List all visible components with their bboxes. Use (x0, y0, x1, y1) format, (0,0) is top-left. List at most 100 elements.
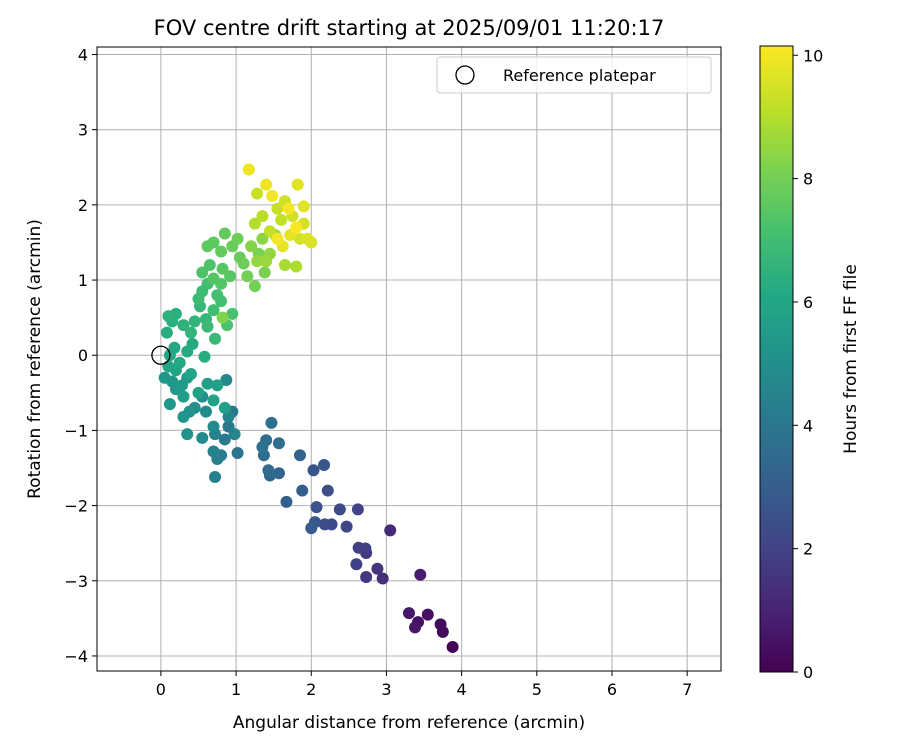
scatter-point (209, 332, 222, 345)
scatter-point (305, 236, 318, 249)
y-tick-label: −4 (64, 647, 88, 666)
y-axis-ticks: −4 −3 −2 −1 0 1 2 3 4 (64, 46, 97, 666)
scatter-point (163, 398, 176, 411)
scatter-point (177, 410, 190, 423)
scatter-point (409, 621, 422, 634)
scatter-point (293, 449, 306, 462)
scatter-point (220, 374, 233, 387)
scatter-point (282, 202, 295, 215)
scatter-point (275, 213, 288, 226)
scatter-point (305, 522, 318, 535)
scatter-point (290, 221, 303, 234)
scatter-point (198, 350, 211, 363)
scatter-point (350, 558, 363, 571)
scatter-point (260, 255, 273, 268)
x-tick-label: 4 (457, 680, 467, 699)
scatter-point (384, 524, 397, 537)
scatter-point (209, 471, 222, 484)
scatter-point (177, 390, 190, 403)
y-tick-label: 1 (78, 271, 88, 290)
scatter-point (196, 266, 209, 279)
scatter-point (218, 227, 231, 240)
scatter-point (296, 484, 309, 497)
scatter-point (352, 541, 365, 554)
scatter-point (245, 240, 258, 253)
reference-platepar-marker (151, 345, 171, 365)
scatter-point (251, 187, 264, 200)
x-tick-label: 2 (306, 680, 316, 699)
scatter-point (181, 428, 194, 441)
colorbar-tick-label: 10 (803, 46, 823, 65)
colorbar-tick-label: 2 (803, 540, 813, 559)
x-tick-label: 7 (682, 680, 692, 699)
scatter-point (248, 217, 261, 230)
scatter-point (203, 259, 216, 272)
scatter-point (201, 377, 214, 390)
scatter-point (403, 607, 415, 620)
scatter-point (271, 232, 284, 245)
scatter-point (231, 232, 244, 245)
scatter-point (265, 416, 278, 429)
scatter-point (256, 440, 269, 453)
scatter-point (318, 518, 331, 531)
scatter-point (272, 467, 285, 480)
x-axis-label: Angular distance from reference (arcmin) (233, 713, 585, 733)
scatter-points (158, 163, 459, 653)
scatter-point (360, 571, 373, 584)
scatter-point (307, 464, 320, 477)
y-tick-label: 2 (78, 196, 88, 215)
scatter-point (434, 618, 447, 631)
scatter-point (216, 311, 229, 324)
x-axis-ticks: 0 1 2 3 4 5 6 7 (156, 671, 692, 699)
scatter-point (177, 319, 190, 332)
x-tick-label: 6 (607, 680, 617, 699)
scatter-point (251, 255, 264, 268)
scatter-point (186, 337, 199, 350)
grid (97, 47, 721, 671)
scatter-point (376, 572, 389, 585)
scatter-point (224, 270, 237, 283)
scatter-point (201, 320, 214, 333)
legend: Reference platepar (436, 56, 712, 94)
colorbar: 0 2 4 6 8 10 Hours from first FF file (759, 45, 861, 682)
scatter-point (222, 410, 235, 423)
scatter-point (241, 270, 254, 283)
scatter-point (258, 266, 271, 279)
y-tick-label: −2 (64, 497, 88, 516)
scatter-point (237, 257, 250, 270)
scatter-point (256, 210, 269, 223)
scatter-point (421, 608, 434, 621)
x-tick-label: 0 (156, 680, 166, 699)
x-tick-label: 5 (532, 680, 542, 699)
legend-reference-marker (455, 65, 475, 85)
reference-marker-layer (151, 345, 171, 365)
scatter-point (207, 236, 220, 249)
scatter-point (215, 295, 228, 308)
scatter-point (216, 262, 229, 275)
scatter-point (280, 495, 293, 508)
scatter-point (414, 568, 427, 581)
scatter-point (351, 503, 364, 516)
scatter-point (162, 360, 175, 373)
scatter-point (290, 260, 303, 273)
colorbar-ticks: 0 2 4 6 8 10 (793, 46, 823, 682)
scatter-point (310, 501, 323, 514)
y-axis-label: Rotation from reference (arcmin) (25, 219, 45, 499)
scatter-point (262, 464, 275, 477)
scatter-point (248, 280, 261, 293)
scatter-point (184, 326, 197, 339)
scatter-point (242, 163, 255, 176)
scatter-point (278, 259, 291, 272)
scatter-point (260, 178, 273, 191)
y-tick-label: −3 (64, 572, 88, 591)
scatter-point (318, 459, 331, 472)
colorbar-tick-label: 0 (803, 663, 813, 682)
scatter-point (231, 446, 244, 459)
scatter-point (263, 225, 276, 238)
scatter-point (168, 341, 181, 354)
scatter-point (207, 445, 220, 458)
colorbar-gradient (759, 45, 794, 673)
scatter-point (200, 405, 213, 418)
scatter-point (228, 428, 241, 441)
